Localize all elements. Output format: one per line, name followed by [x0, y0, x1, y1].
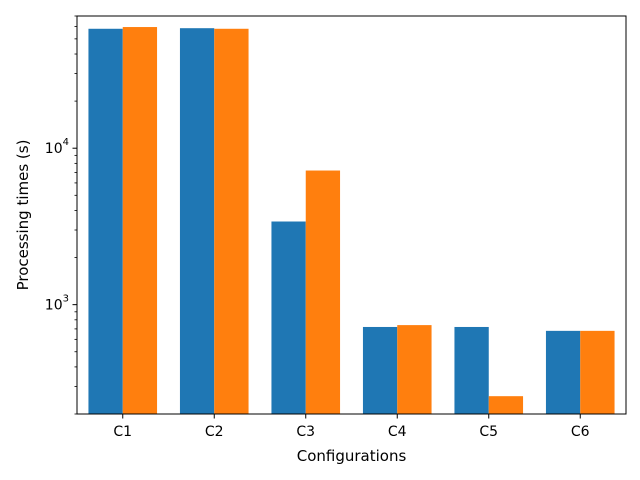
- x-axis-label: Configurations: [297, 447, 407, 465]
- x-tick-label: C4: [388, 424, 407, 440]
- bar-c1-series-2: [122, 27, 158, 414]
- x-tick-label: C3: [296, 424, 315, 440]
- x-tick-label: C2: [205, 424, 224, 440]
- x-ticks: C1 C2 C3 C4 C5 C6: [113, 414, 590, 440]
- bar-c3-series-1: [271, 221, 306, 414]
- bar-c6-series-1: [545, 330, 581, 414]
- bar-c5-series-1: [454, 326, 489, 414]
- plot-frame: [76, 15, 627, 415]
- bar-c2-series-2: [214, 28, 249, 415]
- y-axis-label: Processing times (s): [14, 140, 32, 291]
- bars-group: [88, 27, 615, 415]
- y-major-ticks: 103 104: [45, 137, 77, 314]
- y-tick-label: 103: [45, 294, 69, 314]
- bar-c1-series-1: [88, 28, 123, 415]
- bar-c4-series-2: [397, 325, 432, 414]
- bar-c4-series-1: [362, 326, 398, 414]
- bar-c3-series-2: [305, 170, 341, 414]
- y-tick-label: 104: [45, 137, 69, 157]
- bar-c5-series-2: [488, 396, 524, 414]
- bar-c6-series-2: [580, 330, 615, 414]
- x-tick-label: C6: [571, 424, 590, 440]
- bar-c2-series-1: [179, 28, 215, 415]
- x-tick-label: C5: [479, 424, 498, 440]
- x-tick-label: C1: [113, 424, 132, 440]
